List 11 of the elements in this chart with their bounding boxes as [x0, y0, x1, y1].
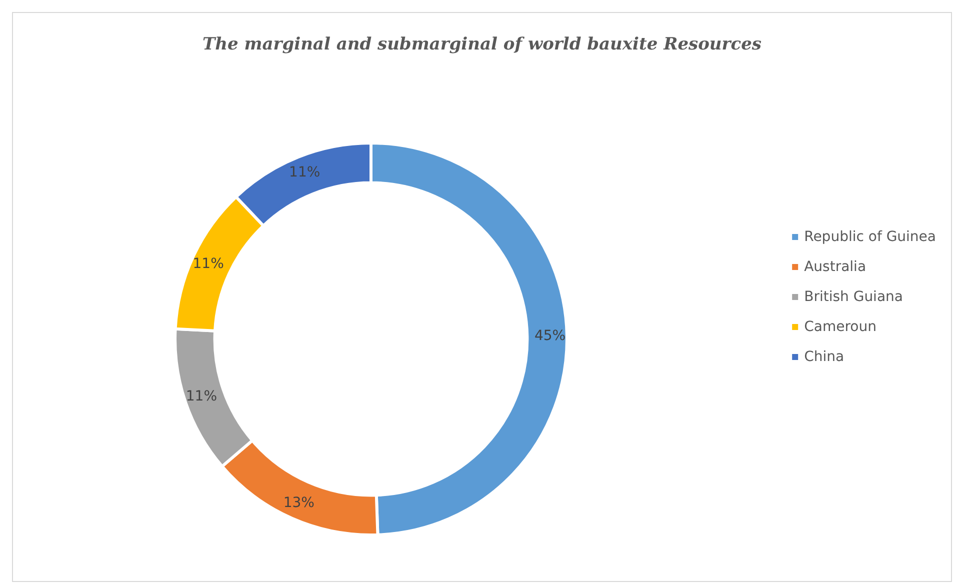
data-label: 13%: [283, 494, 314, 511]
chart-title: The marginal and submarginal of world bauxite Resources: [202, 34, 762, 54]
legend-label: China: [804, 349, 844, 365]
legend-label: Republic of Guinea: [804, 229, 936, 245]
data-label: 45%: [534, 328, 566, 344]
data-label: 11%: [192, 256, 224, 272]
legend-label: British Guiana: [804, 289, 903, 305]
data-label: 11%: [289, 164, 320, 181]
data-label: 11%: [186, 388, 218, 405]
legend-label: Cameroun: [804, 319, 876, 335]
legend-label: Australia: [804, 259, 866, 275]
